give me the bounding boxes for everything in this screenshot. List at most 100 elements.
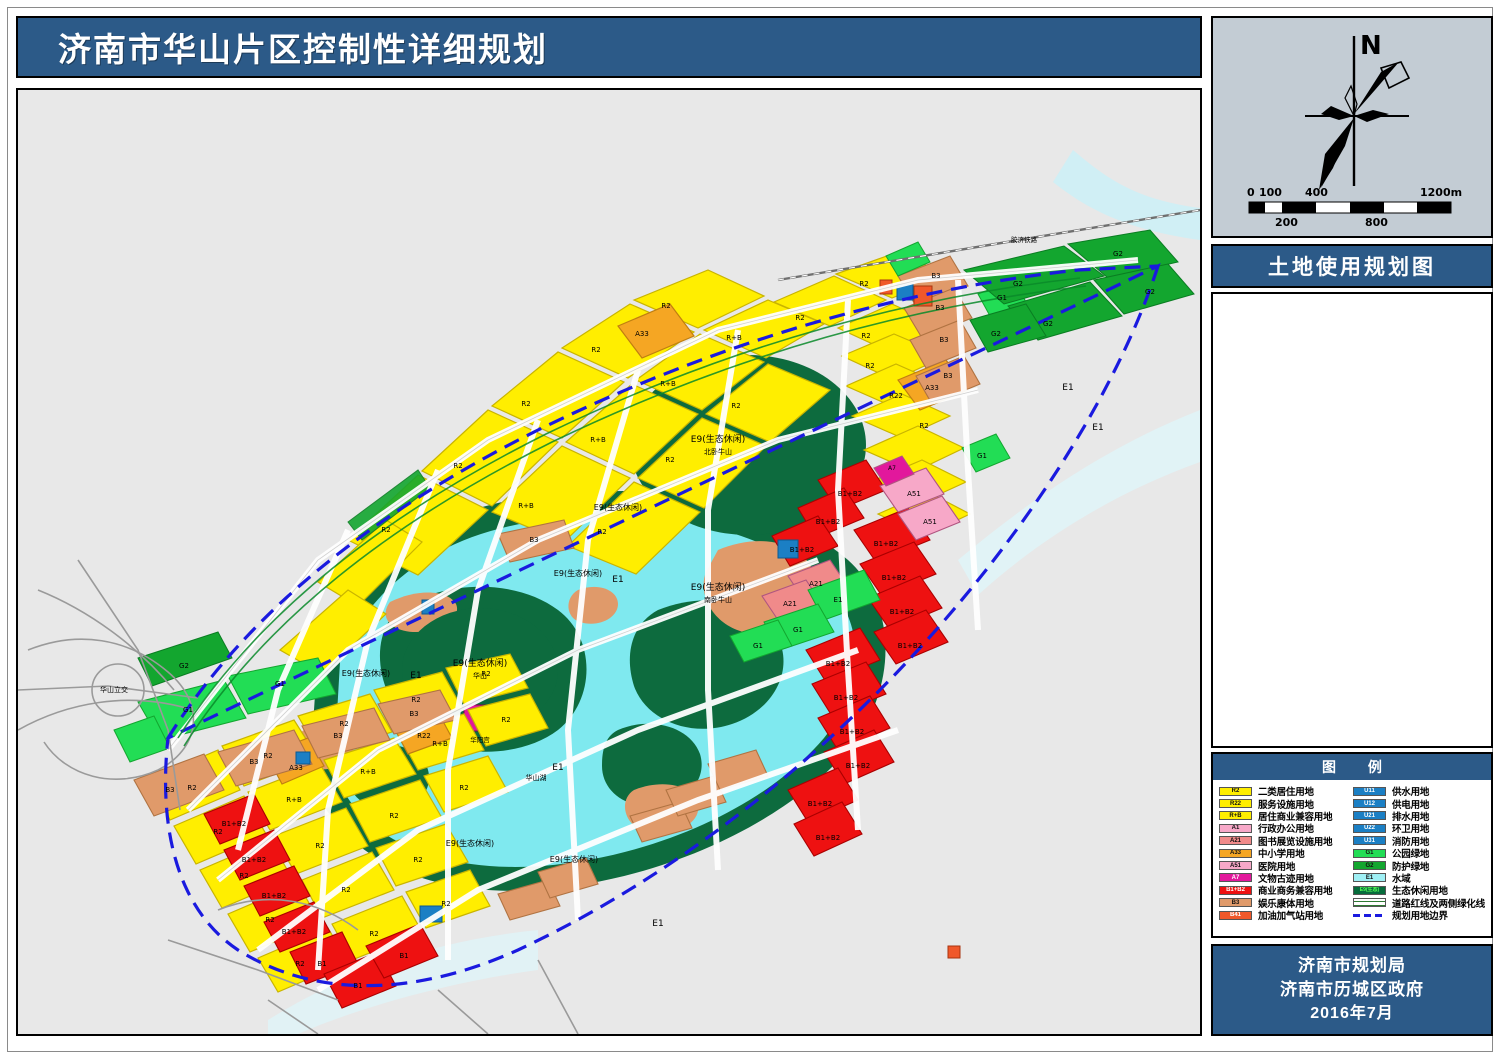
legend-swatch-e1: E1 — [1352, 873, 1386, 883]
svg-text:E1: E1 — [552, 763, 563, 773]
svg-text:R+B: R+B — [286, 796, 302, 804]
svg-text:R2: R2 — [459, 784, 468, 792]
legend-item: U11 供水用地 — [1352, 785, 1485, 799]
scale-tick-1200: 1200m — [1420, 186, 1462, 199]
legend-swatch-r2: R2 — [1219, 786, 1252, 796]
svg-text:B3: B3 — [529, 536, 538, 544]
legend-swatch-b3: B3 — [1219, 898, 1252, 908]
legend-label: 生态休闲用地 — [1391, 886, 1448, 898]
legend-label: 道路红线及两侧绿化线 — [1391, 898, 1485, 910]
parcel-code-labels: R2 R2 R2 R2 R2 R+B R+B R+B R+B R2 R2 R2 R2 R2 R… — [165, 250, 1155, 990]
svg-text:E1: E1 — [612, 575, 623, 585]
svg-text:B1+B2: B1+B2 — [826, 660, 850, 668]
legend-label: 排水用地 — [1391, 811, 1430, 823]
legend-swatch-a21: A21 — [1219, 836, 1252, 846]
svg-text:R2: R2 — [859, 280, 868, 288]
legend-column-left: R2 二类居住用地 R22 服务设施用地 R+B 居住商业兼容用地 A1 — [1219, 785, 1349, 922]
svg-text:R2: R2 — [731, 402, 740, 410]
legend-swatch-r22: R22 — [1219, 799, 1252, 809]
svg-text:A51: A51 — [907, 490, 921, 498]
svg-text:E9(生态休闲): E9(生态休闲) — [691, 433, 745, 445]
svg-text:E1: E1 — [1092, 423, 1103, 433]
svg-text:E9(生态休闲): E9(生态休闲) — [554, 568, 602, 578]
notes-panel — [1211, 292, 1493, 748]
svg-text:G2: G2 — [179, 662, 189, 670]
svg-text:R+B: R+B — [518, 502, 534, 510]
svg-text:B1+B2: B1+B2 — [816, 518, 840, 526]
svg-text:R+B: R+B — [432, 740, 448, 748]
scale-tick-200: 200 — [1275, 216, 1298, 229]
railway-line — [777, 208, 1200, 282]
svg-text:G2: G2 — [1043, 320, 1053, 328]
legend-item: E9(生态) 生态休闲用地 — [1352, 884, 1485, 898]
legend-label: 商业商务兼容用地 — [1258, 886, 1333, 898]
legend-swatch-u22: U22 — [1352, 823, 1386, 833]
legend-item: U21 排水用地 — [1352, 810, 1485, 823]
svg-text:G1: G1 — [997, 294, 1007, 302]
svg-text:R2: R2 — [413, 856, 422, 864]
issuing-authority-panel: 济南市规划局 济南市历城区政府 2016年7月 — [1211, 944, 1493, 1036]
svg-text:G1: G1 — [183, 706, 193, 714]
land-use-map[interactable]: E9(生态休闲) 北卧牛山 E9(生态休闲) 华山 华阳宫 E9(生态休闲) 南… — [18, 90, 1200, 1034]
svg-text:E9(生态休闲): E9(生态休闲) — [446, 838, 494, 848]
svg-text:B3: B3 — [931, 272, 940, 280]
svg-text:R2: R2 — [665, 456, 674, 464]
public-facility-parcels — [761, 455, 961, 621]
svg-text:B1+B2: B1+B2 — [808, 800, 832, 808]
svg-text:R2: R2 — [265, 916, 274, 924]
svg-text:E9(生态休闲): E9(生态休闲) — [342, 668, 390, 678]
legend-label: 供电用地 — [1391, 799, 1430, 811]
legend-item: R22 服务设施用地 — [1219, 797, 1349, 811]
legend-label: 公园绿地 — [1391, 849, 1430, 861]
legend-column-right: U11 供水用地 U12 供电用地 U21 排水用地 U22 环卫用地 — [1352, 785, 1485, 922]
svg-text:B1+B2: B1+B2 — [834, 694, 858, 702]
legend-item: 道路红线及两侧绿化线 — [1352, 897, 1485, 910]
legend-label: 中小学用地 — [1258, 849, 1305, 861]
svg-text:E9(生态休闲): E9(生态休闲) — [550, 854, 598, 864]
svg-text:G2: G2 — [1113, 250, 1123, 258]
svg-text:R2: R2 — [239, 872, 248, 880]
legend-swatch-b1b2: B1+B2 — [1219, 885, 1252, 895]
legend-swatch-a51: A51 — [1219, 861, 1252, 871]
scale-bar: 0 100 400 1200m 200 800 — [1247, 186, 1462, 229]
svg-text:A33: A33 — [289, 764, 303, 772]
svg-text:B3: B3 — [935, 304, 944, 312]
map-labels: E9(生态休闲) 北卧牛山 E9(生态休闲) 华山 华阳宫 E9(生态休闲) 南… — [100, 235, 1038, 864]
legend-swatch-road-redline — [1352, 898, 1386, 908]
svg-text:B1+B2: B1+B2 — [242, 856, 266, 864]
svg-text:R2: R2 — [861, 332, 870, 340]
legend-item: B41 加油加气站用地 — [1219, 909, 1349, 922]
planning-boundary — [164, 262, 1161, 988]
svg-text:R2: R2 — [661, 302, 670, 310]
svg-text:R2: R2 — [795, 314, 804, 322]
svg-text:A33: A33 — [925, 384, 939, 392]
svg-text:B1+B2: B1+B2 — [816, 834, 840, 842]
legend-label: 供水用地 — [1391, 787, 1430, 799]
svg-text:R2: R2 — [339, 720, 348, 728]
map-canvas[interactable]: E9(生态休闲) 北卧牛山 E9(生态休闲) 华山 华阳宫 E9(生态休闲) 南… — [16, 88, 1202, 1036]
svg-text:G1: G1 — [793, 626, 803, 634]
svg-text:A21: A21 — [783, 600, 797, 608]
authority-line-1: 济南市规划局 — [1298, 956, 1406, 976]
legend-label: 二类居住用地 — [1258, 787, 1314, 799]
legend-label: 居住商业兼容用地 — [1258, 811, 1333, 823]
compass-and-scale-panel: N 0 100 400 1200m 200 800 — [1211, 16, 1493, 238]
svg-text:B1+B2: B1+B2 — [898, 642, 922, 650]
svg-text:E9(生态休闲): E9(生态休闲) — [453, 657, 507, 669]
legend-header: 图 例 — [1213, 754, 1491, 780]
svg-text:R2: R2 — [865, 362, 874, 370]
legend-item: B1+B2 商业商务兼容用地 — [1219, 884, 1349, 898]
svg-text:E1: E1 — [652, 919, 663, 929]
svg-text:G1: G1 — [275, 680, 285, 688]
legend-label: 娱乐康体用地 — [1258, 898, 1314, 910]
road-centerlines — [167, 259, 1139, 881]
scale-tick-400: 400 — [1305, 186, 1328, 199]
scale-tick-100: 100 — [1259, 186, 1282, 199]
legend-label: 医院用地 — [1258, 861, 1296, 873]
svg-text:R2: R2 — [919, 422, 928, 430]
legend-swatch-e9: E9(生态) — [1352, 885, 1386, 895]
svg-text:E1: E1 — [834, 596, 843, 604]
svg-text:R2: R2 — [591, 346, 600, 354]
legend-swatch-u11: U11 — [1352, 786, 1386, 796]
legend-item: A33 中小学用地 — [1219, 847, 1349, 861]
